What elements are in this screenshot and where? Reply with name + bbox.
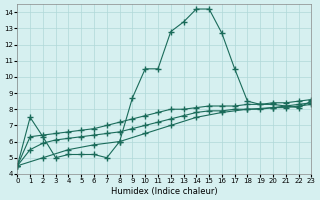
X-axis label: Humidex (Indice chaleur): Humidex (Indice chaleur) — [111, 187, 218, 196]
